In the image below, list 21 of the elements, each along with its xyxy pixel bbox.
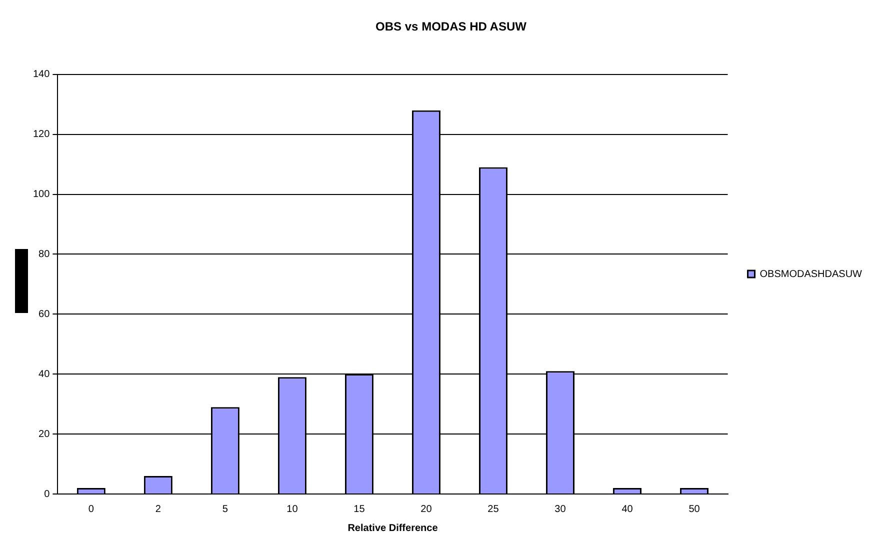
y-tick-label: 40 <box>38 368 50 380</box>
x-tick-label: 40 <box>622 504 634 515</box>
x-tick-label: 30 <box>554 504 566 515</box>
x-axis-title: Relative Difference <box>348 522 438 534</box>
x-tick-label: 15 <box>354 504 366 515</box>
x-tick-label: 25 <box>488 504 500 515</box>
x-tick-label: 5 <box>222 504 228 515</box>
x-tick-label: 0 <box>88 504 94 515</box>
x-tick-label: 20 <box>420 504 432 515</box>
x-tick-label: 50 <box>688 504 700 515</box>
y-tick-label: 80 <box>38 248 50 260</box>
y-tick-label: 60 <box>38 308 50 320</box>
x-tick-label: 10 <box>286 504 298 515</box>
y-tick-label: 20 <box>38 428 50 440</box>
x-tick-label: 2 <box>155 504 162 515</box>
y-tick-label: 140 <box>32 69 50 80</box>
y-tick-label: 120 <box>32 129 50 140</box>
chart-title: OBS vs MODAS HD ASUW <box>376 20 528 34</box>
y-tick-label: 0 <box>44 488 50 500</box>
y-tick-label: 100 <box>32 189 50 200</box>
legend-label: OBSMODASHDASUW <box>760 268 863 280</box>
